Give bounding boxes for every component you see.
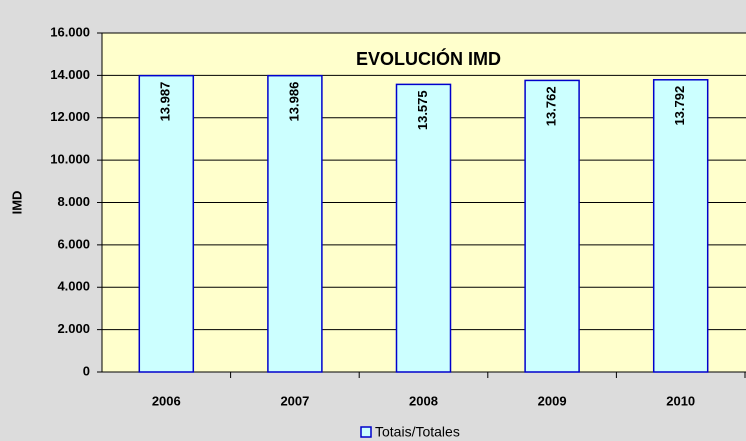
y-tick-label: 8.000 — [57, 194, 90, 209]
x-tick-label: 2009 — [538, 393, 567, 408]
y-tick-label: 14.000 — [50, 67, 90, 82]
y-tick-label: 4.000 — [57, 279, 90, 294]
x-tick-label: 2006 — [152, 393, 181, 408]
y-tick-label: 16.000 — [50, 24, 90, 39]
data-label: 13.575 — [415, 90, 430, 130]
y-tick-label: 6.000 — [57, 236, 90, 251]
x-tick-label: 2007 — [280, 393, 309, 408]
legend-label: Totais/Totales — [375, 424, 460, 440]
x-tick-label: 2008 — [409, 393, 438, 408]
bar — [395, 83, 452, 373]
bar — [524, 79, 580, 373]
y-tick-label: 2.000 — [57, 321, 90, 336]
chart-title: EVOLUCIÓN IMD — [356, 48, 501, 69]
y-tick-label: 12.000 — [50, 109, 90, 124]
data-label: 13.792 — [672, 86, 687, 126]
data-label: 13.987 — [158, 82, 173, 122]
bar — [652, 79, 709, 373]
data-label: 13.986 — [286, 82, 301, 122]
bar — [267, 74, 323, 373]
y-tick-label: 10.000 — [50, 152, 90, 167]
bar — [138, 74, 195, 373]
y-axis-label: IMD — [9, 191, 24, 215]
y-tick-label: 0 — [83, 363, 90, 378]
x-tick-label: 2010 — [666, 393, 695, 408]
data-label: 13.762 — [544, 86, 559, 126]
legend-swatch — [360, 426, 372, 438]
